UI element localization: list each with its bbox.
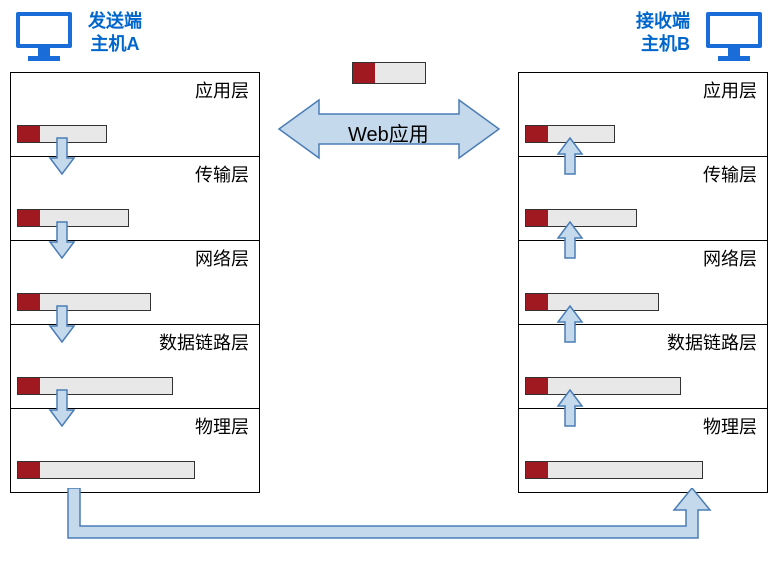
center-text: Web应用	[348, 118, 429, 147]
top-packet	[352, 62, 426, 84]
receiver-computer-icon	[696, 8, 766, 71]
sender-packet-2	[17, 293, 151, 311]
packet-header	[526, 210, 548, 226]
packet-header	[353, 63, 375, 83]
sender-label: 发送端 主机A	[88, 10, 142, 57]
receiver-packet-3	[525, 377, 681, 395]
packet-header	[526, 126, 548, 142]
packet-header	[18, 126, 40, 142]
receiver-stack: 应用层传输层网络层数据链路层物理层	[518, 72, 768, 492]
sender-arrow-1	[48, 220, 76, 265]
sender-line1: 发送端	[88, 10, 142, 33]
sender-arrow-0	[48, 136, 76, 181]
bottom-connector	[58, 488, 720, 571]
packet-header	[18, 210, 40, 226]
receiver-arrow-1	[556, 220, 584, 265]
receiver-line1: 接收端	[636, 10, 690, 33]
receiver-layer-title-0: 应用层	[519, 73, 767, 105]
packet-body	[548, 462, 702, 478]
sender-packet-3	[17, 377, 173, 395]
receiver-packet-4	[525, 461, 703, 479]
receiver-arrow-0	[556, 136, 584, 181]
packet-header	[526, 378, 548, 394]
sender-arrow-2	[48, 304, 76, 349]
receiver-label: 接收端 主机B	[636, 10, 690, 57]
sender-arrow-3	[48, 388, 76, 433]
sender-line2: 主机A	[88, 33, 142, 56]
receiver-line2: 主机B	[636, 33, 690, 56]
receiver-arrow-2	[556, 304, 584, 349]
packet-header	[526, 294, 548, 310]
packet-header	[18, 378, 40, 394]
receiver-packet-2	[525, 293, 659, 311]
receiver-arrow-3	[556, 388, 584, 433]
packet-body	[40, 462, 194, 478]
sender-layer-title-0: 应用层	[11, 73, 259, 105]
packet-header	[18, 294, 40, 310]
packet-header	[526, 462, 548, 478]
packet-body	[375, 63, 425, 83]
sender-packet-4	[17, 461, 195, 479]
sender-stack: 应用层传输层网络层数据链路层物理层	[10, 72, 260, 492]
packet-header	[18, 462, 40, 478]
sender-computer-icon	[12, 8, 82, 71]
